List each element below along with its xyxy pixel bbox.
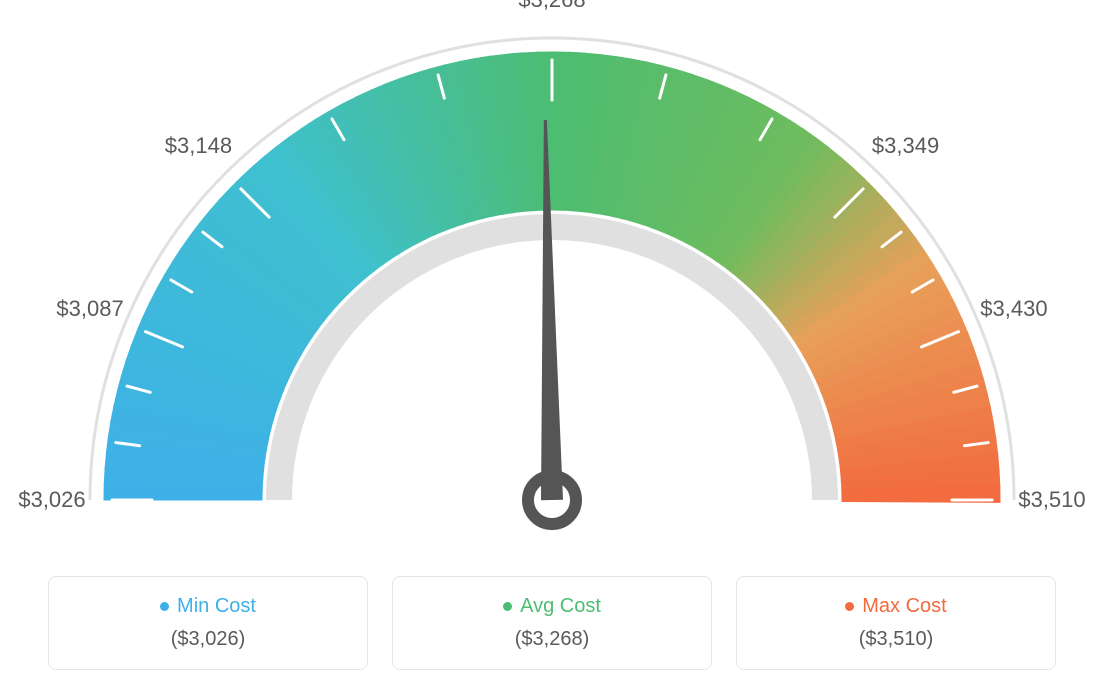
legend-card-avg: Avg Cost ($3,268) [392, 576, 712, 670]
gauge-svg [0, 0, 1104, 560]
gauge-tick-label: $3,510 [1018, 487, 1085, 513]
gauge-tick-label: $3,430 [980, 296, 1047, 322]
legend-row: Min Cost ($3,026) Avg Cost ($3,268) Max … [0, 576, 1104, 670]
legend-value-avg: ($3,268) [417, 628, 687, 651]
legend-card-min: Min Cost ($3,026) [48, 576, 368, 670]
legend-label-min: Min Cost [177, 595, 256, 617]
legend-dot-avg [503, 602, 512, 611]
legend-value-max: ($3,510) [761, 628, 1031, 651]
legend-value-min: ($3,026) [73, 628, 343, 651]
legend-card-max: Max Cost ($3,510) [736, 576, 1056, 670]
gauge-chart: $3,026 $3,087 $3,148 $3,268 $3,349 $3,430 $3,5… [0, 0, 1104, 560]
legend-title-max: Max Cost [761, 595, 1031, 618]
legend-label-avg: Avg Cost [520, 595, 601, 617]
legend-dot-min [160, 602, 169, 611]
legend-title-avg: Avg Cost [417, 595, 687, 618]
gauge-tick-label: $3,026 [18, 487, 85, 513]
legend-label-max: Max Cost [862, 595, 946, 617]
gauge-tick-label: $3,087 [56, 296, 123, 322]
gauge-tick-label: $3,349 [872, 133, 939, 159]
gauge-tick-label: $3,148 [165, 133, 232, 159]
gauge-tick-label: $3,268 [518, 0, 585, 13]
legend-title-min: Min Cost [73, 595, 343, 618]
legend-dot-max [845, 602, 854, 611]
